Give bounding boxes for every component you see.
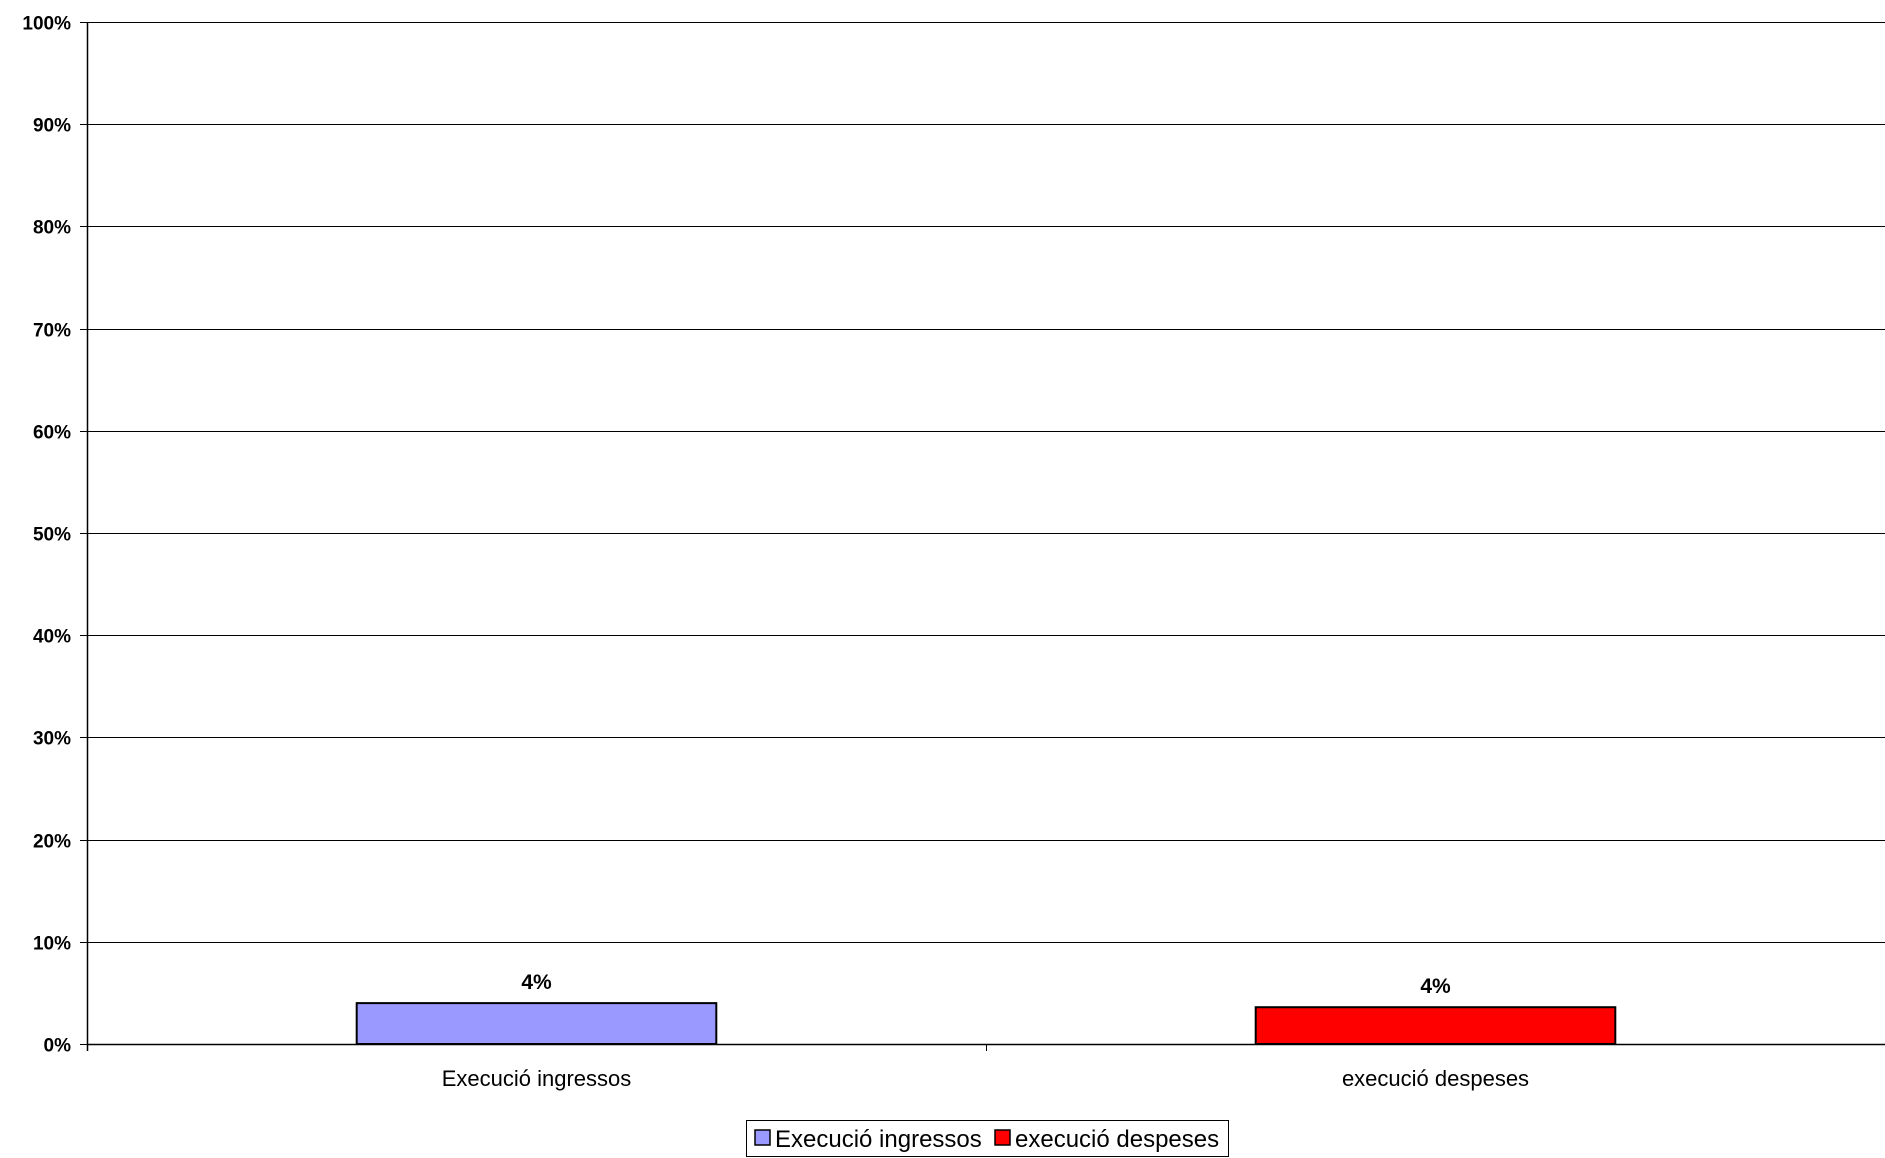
data-label: 4% xyxy=(521,971,552,994)
data-label: 4% xyxy=(1420,975,1451,998)
legend-label: Execució ingressos xyxy=(775,1126,982,1153)
legend-label: execució despeses xyxy=(1015,1126,1219,1153)
y-tick-label: 20% xyxy=(33,832,71,853)
legend-swatch xyxy=(994,1129,1011,1146)
bar xyxy=(1254,1006,1617,1046)
bars xyxy=(355,1002,1617,1046)
x-tick-label: execució despeses xyxy=(1342,1066,1529,1091)
y-axis-ticks: 0% 10% 20% 30% 40% 50% 60% 70% 80% 90% 100% xyxy=(22,14,87,1057)
y-tick-label: 50% xyxy=(33,525,71,546)
y-tick-label: 30% xyxy=(33,729,71,750)
y-tick-label: 100% xyxy=(22,14,71,35)
axes xyxy=(86,22,1885,1051)
y-tick-label: 80% xyxy=(33,218,71,239)
legend: Execució ingressos execució despeses xyxy=(746,1120,1229,1157)
bar xyxy=(355,1002,718,1045)
y-tick-label: 90% xyxy=(33,116,71,137)
legend-box xyxy=(746,1120,1229,1157)
y-tick-label: 70% xyxy=(33,321,71,342)
x-tick-label: Execució ingressos xyxy=(442,1066,632,1091)
y-tick-label: 10% xyxy=(33,934,71,955)
labels: 4% Execució ingressos 4% execució despeses xyxy=(442,971,1529,1091)
legend-swatch xyxy=(754,1129,771,1146)
gridlines xyxy=(87,22,1885,943)
y-tick-label: 60% xyxy=(33,423,71,444)
y-tick-label: 0% xyxy=(44,1036,72,1057)
y-tick-label: 40% xyxy=(33,627,71,648)
